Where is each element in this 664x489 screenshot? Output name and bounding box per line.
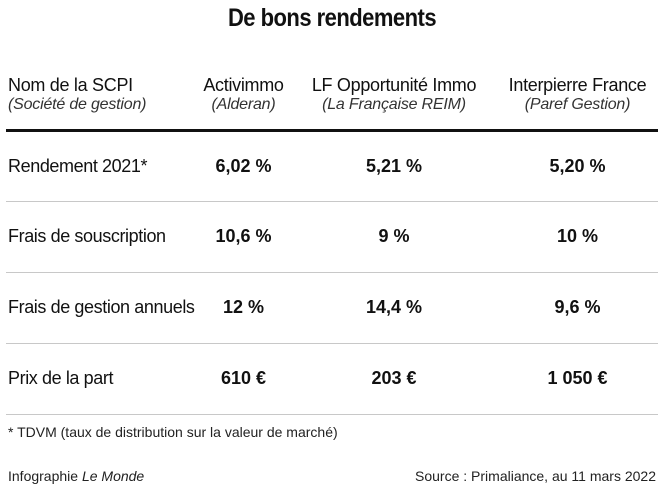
table-cell: 5,21 % — [365, 155, 423, 176]
row-label: Prix de la part — [8, 368, 114, 388]
header-name: Interpierre France — [508, 75, 647, 96]
table-cell: 610 € — [220, 368, 267, 388]
header-name: Nom de la SCPI — [8, 75, 133, 96]
header-subtitle: (Paref Gestion) — [524, 96, 631, 114]
header-cell-scpi-name: Nom de la SCPI (Société de gestion) — [6, 62, 196, 130]
scpi-comparison-table: Nom de la SCPI (Société de gestion) Acti… — [6, 62, 658, 415]
row-label: Frais de souscription — [8, 226, 166, 246]
header-cell-lf-opportunite-immo: LF Opportunité Immo (La Française REIM) — [291, 62, 497, 130]
table-row-rendement: Rendement 2021* 6,02 % 5,21 % 5,20 % — [6, 130, 658, 201]
source-note: Source : Primaliance, au 11 mars 2022 — [415, 468, 656, 484]
header-subtitle: (Société de gestion) — [8, 96, 147, 114]
table-cell: 203 € — [371, 368, 417, 388]
table-cell: 9,6 % — [554, 297, 601, 317]
table-row-frais-gestion: Frais de gestion annuels 12 % 14,4 % 9,6… — [6, 272, 658, 343]
header-cell-interpierre-france: Interpierre France (Paref Gestion) — [497, 62, 658, 130]
header-name: LF Opportunité Immo — [311, 75, 477, 96]
table-cell: 5,20 % — [549, 155, 606, 176]
table-cell: 1 050 € — [547, 368, 608, 388]
infographic-title: De bons rendements — [227, 4, 437, 32]
header-name: Activimmo — [203, 75, 284, 96]
infographic-credit: Infographie Le Monde — [8, 468, 144, 484]
table-row-frais-souscription: Frais de souscription 10,6 % 9 % 10 % — [6, 201, 658, 272]
credit-prefix: Infographie — [8, 468, 82, 484]
header-subtitle: (Alderan) — [211, 96, 276, 114]
table-cell: 9 % — [378, 226, 410, 246]
table-header-row: Nom de la SCPI (Société de gestion) Acti… — [6, 62, 658, 130]
table-cell: 10 % — [556, 226, 599, 246]
row-label: Frais de gestion annuels — [8, 297, 195, 317]
header-cell-activimmo: Activimmo (Alderan) — [196, 62, 291, 130]
table-cell: 6,02 % — [215, 155, 272, 176]
footnote: * TDVM (taux de distribution sur la vale… — [8, 424, 338, 440]
header-subtitle: (La Française REIM) — [322, 96, 466, 114]
table-cell: 10,6 % — [215, 226, 272, 246]
table-cell: 14,4 % — [365, 297, 423, 317]
row-label: Rendement 2021* — [8, 155, 148, 176]
publication-name: Le Monde — [81, 468, 145, 484]
table-cell: 12 % — [222, 297, 265, 317]
table-row-prix-part: Prix de la part 610 € 203 € 1 050 € — [6, 343, 658, 414]
